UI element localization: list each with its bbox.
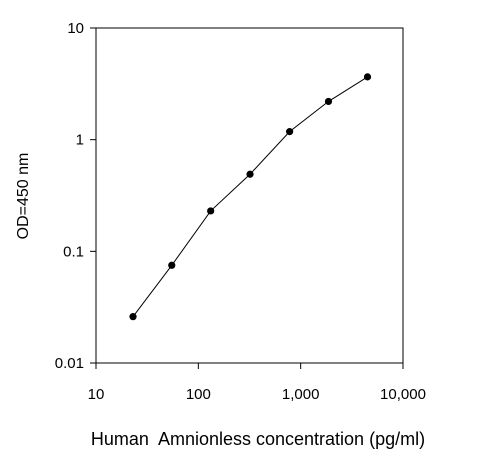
y-tick-label: 10 (67, 20, 84, 37)
x-tick-label: 10,000 (380, 386, 426, 403)
plot-frame (95, 27, 404, 364)
data-point (324, 97, 333, 106)
x-tick-label: 10 (88, 386, 105, 403)
data-point (286, 128, 294, 136)
x-tick-label: 1,000 (282, 386, 320, 403)
series-line (132, 76, 368, 318)
data-point (207, 207, 215, 215)
y-axis-title: OD=450 nm (15, 153, 32, 240)
y-tick-label: 1 (76, 132, 84, 149)
x-axis-ticks: 10 100 1,000 10,000 (88, 363, 426, 403)
x-axis-title: Human Amnionless concentration (pg/ml) (91, 429, 425, 449)
data-points (129, 73, 372, 321)
data-point (168, 261, 176, 269)
y-axis-ticks: 0.01 0.1 1 10 (55, 20, 96, 372)
data-point (363, 73, 372, 81)
data-point (246, 170, 254, 178)
x-tick-label: 100 (186, 386, 211, 403)
data-point (129, 313, 137, 321)
y-tick-label: 0.01 (55, 355, 84, 372)
y-tick-label: 0.1 (63, 243, 84, 260)
